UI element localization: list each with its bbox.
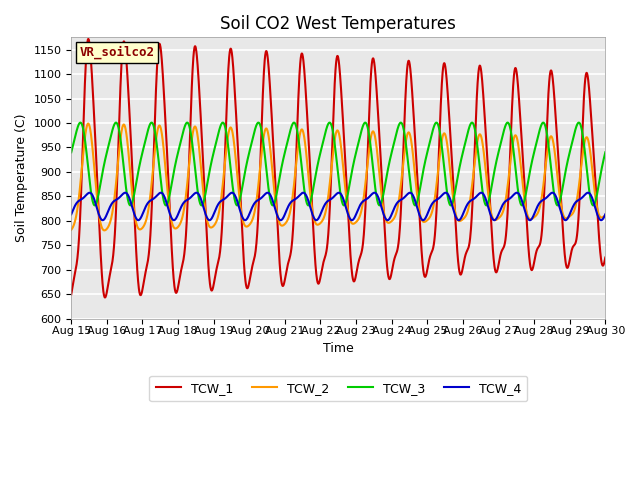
TCW_1 [586,103,594,108]
TCW_4 [328,196,335,202]
TCW_2 [314,222,321,228]
TCW_2 [67,227,75,233]
TCW_1 [602,255,609,261]
Line: TCW_1: TCW_1 [71,39,605,298]
TCW_2 [84,120,92,126]
TCW_1 [67,291,75,297]
TCW_3 [586,195,594,201]
Text: VR_soilco2: VR_soilco2 [79,46,154,59]
Line: TCW_3: TCW_3 [71,122,605,205]
TCW_4 [562,217,570,223]
TCW_3 [313,166,321,172]
Title: Soil CO2 West Temperatures: Soil CO2 West Temperatures [220,15,456,33]
TCW_4 [95,211,102,216]
TCW_3 [586,193,594,199]
TCW_4 [586,191,594,197]
TCW_4 [602,211,609,217]
TCW_3 [326,120,333,125]
TCW_1 [328,163,335,169]
TCW_3 [328,122,335,128]
Line: TCW_4: TCW_4 [71,193,605,220]
TCW_1 [95,212,102,217]
TCW_2 [100,228,108,233]
TCW_1 [488,239,496,244]
TCW_4 [313,217,321,223]
Line: TCW_2: TCW_2 [71,123,605,230]
TCW_2 [602,213,609,218]
TCW_1 [586,99,594,105]
Legend: TCW_1, TCW_2, TCW_3, TCW_4: TCW_1, TCW_2, TCW_3, TCW_4 [149,376,527,401]
TCW_2 [95,210,102,216]
TCW_1 [314,278,321,284]
TCW_4 [122,190,129,196]
TCW_1 [101,295,109,300]
TCW_2 [586,150,594,156]
TCW_3 [95,192,102,197]
Y-axis label: Soil Temperature (C): Soil Temperature (C) [15,114,28,242]
TCW_3 [488,180,496,186]
TCW_2 [488,214,496,220]
TCW_3 [67,149,75,155]
TCW_4 [586,192,594,197]
TCW_2 [328,164,335,170]
TCW_4 [67,211,75,217]
TCW_3 [602,149,609,155]
X-axis label: Time: Time [323,342,354,355]
TCW_4 [488,215,496,221]
TCW_1 [84,36,92,42]
TCW_2 [586,148,594,154]
TCW_3 [376,203,383,208]
